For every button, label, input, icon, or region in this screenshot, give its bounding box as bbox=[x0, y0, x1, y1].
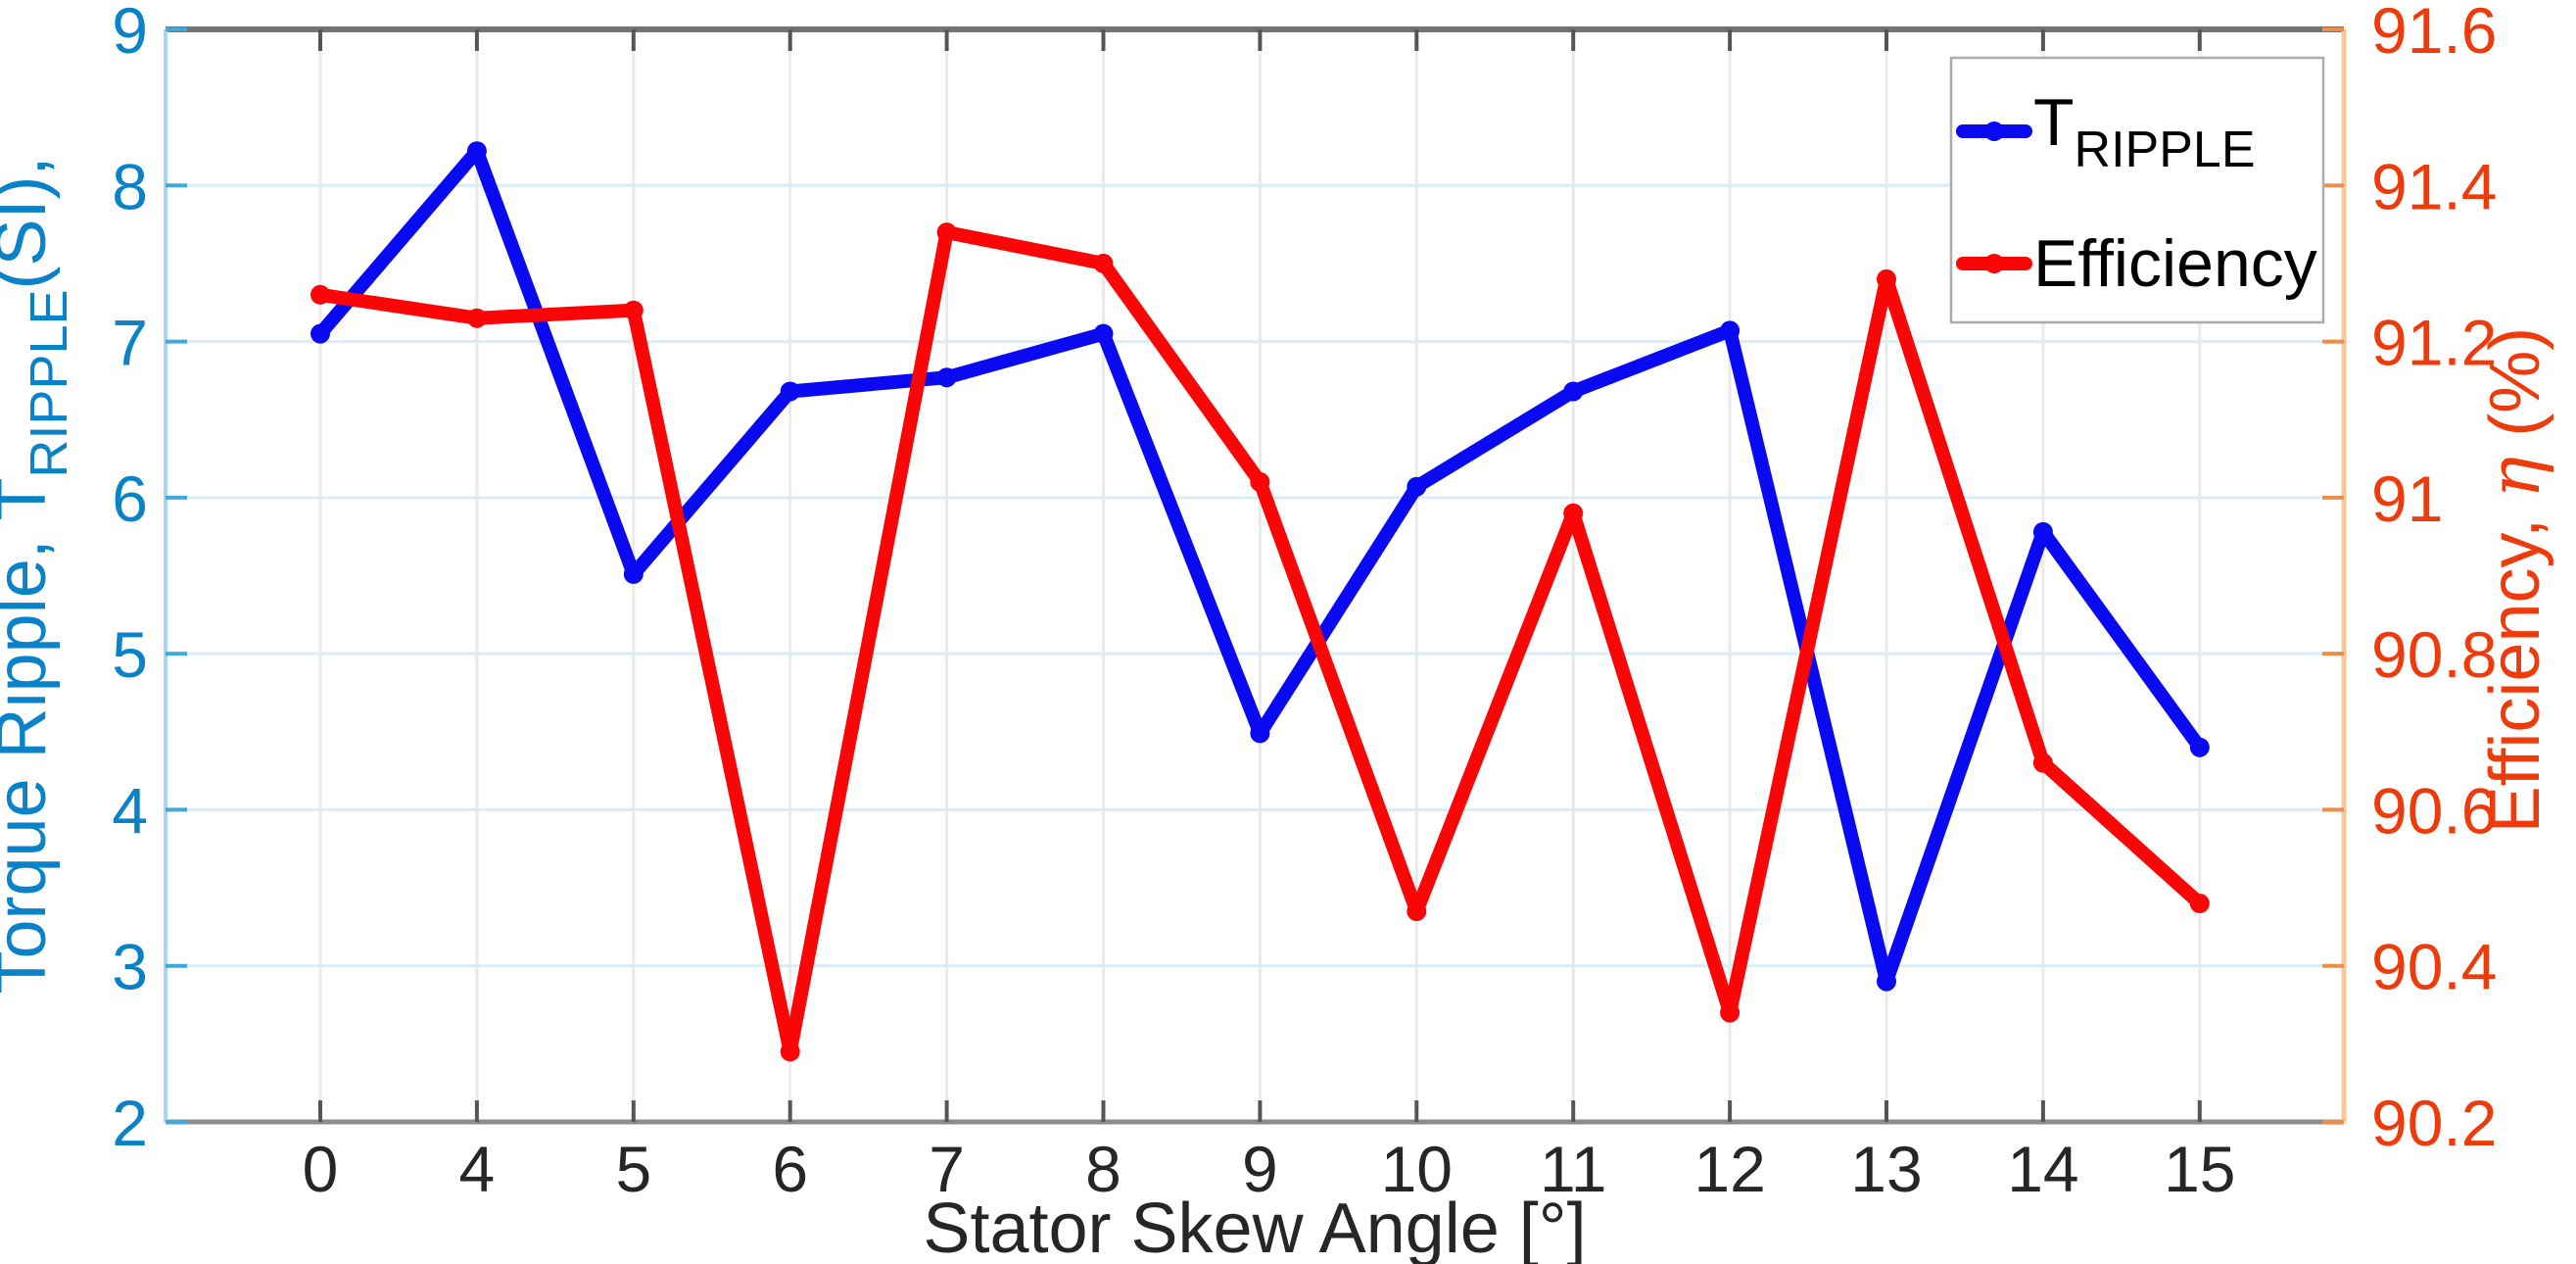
legend: TRIPPLE Efficiency bbox=[1949, 56, 2325, 324]
data-point-marker bbox=[2032, 521, 2053, 542]
data-point-marker bbox=[310, 284, 330, 305]
series-efficiency bbox=[310, 222, 2210, 1062]
x-tick-label: 11 bbox=[1540, 1133, 1607, 1205]
x-tick-label: 13 bbox=[1850, 1133, 1922, 1205]
y-tick-label-left: 8 bbox=[112, 150, 148, 222]
x-tick-label: 5 bbox=[615, 1133, 651, 1205]
x-tick-label: 14 bbox=[2007, 1133, 2078, 1205]
y-tick-label-left: 7 bbox=[112, 307, 148, 379]
y-tick-label-left: 3 bbox=[112, 931, 148, 1003]
data-point-marker bbox=[466, 141, 487, 162]
y-axis-left-title: Torque Ripple, TRIPPLE(SI), bbox=[0, 156, 78, 994]
data-point-marker bbox=[780, 1042, 800, 1062]
data-point-marker bbox=[1720, 320, 1741, 341]
y-tick-label-left: 9 bbox=[112, 0, 148, 67]
data-point-marker bbox=[1877, 268, 1896, 289]
y-tick-label-right: 91.4 bbox=[2371, 150, 2497, 222]
x-tick-label: 8 bbox=[1085, 1133, 1121, 1205]
x-tick-label: 6 bbox=[772, 1133, 808, 1205]
tick-labels-group: 0 4 5 6 7 8 9 10 11 12 13 14 15 2 3 4 5 6 7 8 9 90.2 90.4 90.6 9… bbox=[112, 0, 2497, 1205]
y-tick-label-left: 6 bbox=[112, 462, 148, 535]
legend-label-t-ripple: TRIPPLE bbox=[2033, 85, 2256, 178]
legend-label-efficiency: Efficiency bbox=[2033, 226, 2317, 301]
data-point-marker bbox=[2032, 753, 2053, 773]
data-point-marker bbox=[1093, 323, 1114, 344]
x-tick-label: 4 bbox=[459, 1133, 496, 1205]
data-point-marker bbox=[623, 563, 644, 584]
data-point-marker bbox=[1877, 971, 1896, 992]
y-tick-label-left: 5 bbox=[112, 618, 148, 691]
data-point-marker bbox=[1720, 1002, 1741, 1023]
y-tick-label-right: 91.2 bbox=[2371, 307, 2497, 379]
y-tick-label-right: 90.2 bbox=[2371, 1087, 2497, 1159]
data-point-marker bbox=[1407, 901, 1427, 921]
x-tick-label: 7 bbox=[929, 1133, 965, 1205]
data-series-group bbox=[310, 141, 2210, 1062]
y-tick-label-left: 2 bbox=[112, 1087, 148, 1159]
y-tick-label-right: 90.4 bbox=[2371, 931, 2497, 1003]
data-point-marker bbox=[2189, 737, 2210, 757]
tick-marks-group bbox=[166, 27, 2344, 1124]
data-point-marker bbox=[2189, 894, 2210, 913]
data-point-marker bbox=[936, 222, 957, 243]
y-tick-label-right: 90.6 bbox=[2371, 774, 2497, 847]
data-point-marker bbox=[466, 308, 487, 328]
legend-marker bbox=[1984, 254, 2004, 273]
x-axis-title: Stator Skew Angle [°] bbox=[923, 1190, 1586, 1264]
x-tick-label: 0 bbox=[303, 1133, 339, 1205]
data-point-marker bbox=[1563, 381, 1584, 402]
legend-box bbox=[1949, 56, 2325, 324]
x-tick-label: 12 bbox=[1693, 1133, 1765, 1205]
data-point-marker bbox=[936, 367, 957, 388]
data-point-marker bbox=[623, 300, 644, 320]
x-tick-label: 9 bbox=[1242, 1133, 1278, 1205]
axes-spines-group bbox=[164, 26, 2347, 1125]
y-tick-label-left: 4 bbox=[112, 774, 148, 847]
y-tick-label-right: 91.6 bbox=[2371, 0, 2497, 67]
y-axis-right-title: Efficiency, η (%) bbox=[2473, 327, 2555, 834]
data-point-marker bbox=[1563, 503, 1584, 523]
data-point-marker bbox=[1250, 723, 1270, 744]
x-tick-label: 15 bbox=[2164, 1133, 2235, 1205]
y-tick-label-right: 91 bbox=[2371, 462, 2443, 535]
series-t_ripple bbox=[310, 141, 2210, 992]
legend-marker bbox=[1984, 122, 2004, 141]
data-point-marker bbox=[1250, 471, 1270, 492]
data-point-marker bbox=[310, 323, 330, 344]
data-point-marker bbox=[1093, 253, 1114, 273]
x-tick-label: 10 bbox=[1381, 1133, 1453, 1205]
data-point-marker bbox=[780, 381, 800, 402]
y-tick-label-right: 90.8 bbox=[2371, 618, 2497, 691]
data-point-marker bbox=[1407, 476, 1427, 497]
